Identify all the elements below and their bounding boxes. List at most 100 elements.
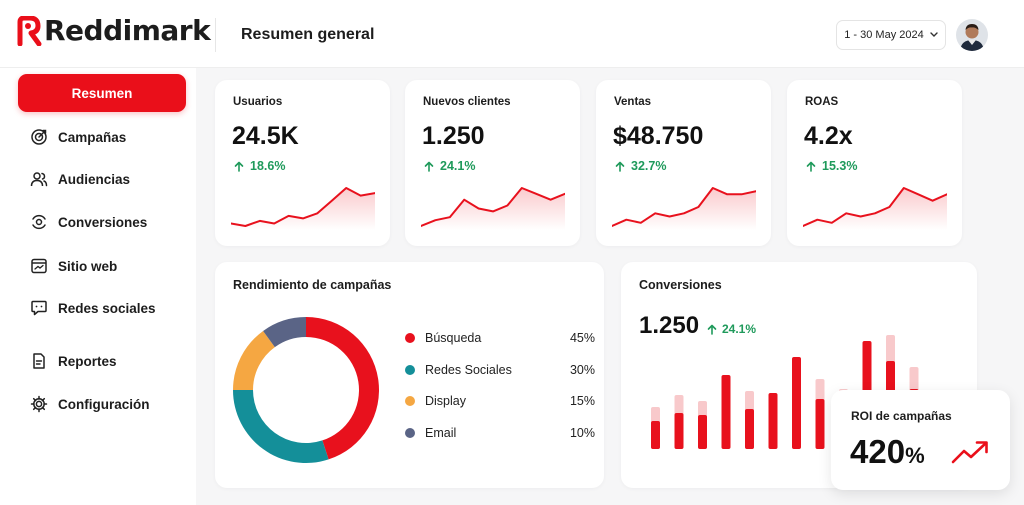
- top-header: Reddimark Resumen general 1 - 30 May 202…: [0, 0, 1024, 68]
- sparkline-area: [231, 188, 375, 230]
- sidebar-item-label: Reportes: [58, 353, 117, 369]
- roi-number: 420: [850, 433, 906, 470]
- kpi-value: 1.250: [422, 122, 485, 150]
- kpi-delta: 32.7%: [615, 159, 666, 173]
- gear-icon: [29, 394, 49, 414]
- legend-dot: [405, 428, 415, 438]
- sidebar-item-redes-sociales[interactable]: Redes sociales: [18, 289, 186, 327]
- sparkline-nuevos-clientes: [421, 187, 565, 230]
- brand-name: Reddimark: [44, 14, 211, 47]
- sidebar-item-label: Configuración: [58, 396, 150, 412]
- sparkline-area: [803, 188, 947, 230]
- conversion-bar[interactable]: [815, 399, 825, 449]
- chat-icon: [29, 298, 49, 318]
- sparkline-area: [421, 188, 565, 230]
- sparkline-roas: [803, 187, 947, 230]
- kpi-delta-value: 24.1%: [440, 159, 476, 173]
- kpi-delta-value: 18.6%: [250, 159, 286, 173]
- conversion-icon: [29, 212, 49, 232]
- legend-item-redes-sociales[interactable]: Redes Sociales 30%: [405, 360, 595, 380]
- legend-value: 45%: [569, 331, 595, 345]
- conversion-bar[interactable]: [698, 415, 707, 449]
- legend-label: Búsqueda: [425, 331, 482, 345]
- donut-slice-redes-sociales[interactable]: [233, 390, 329, 463]
- sidebar-item-reportes[interactable]: Reportes: [18, 342, 186, 380]
- arrow-up-icon: [707, 324, 717, 335]
- kpi-card-usuarios[interactable]: Usuarios 24.5K 18.6%: [215, 80, 390, 246]
- sidebar: Resumen Campañas Audiencias Conversiones…: [0, 68, 196, 505]
- roi-unit: %: [905, 443, 925, 468]
- conversion-bar[interactable]: [721, 375, 731, 449]
- conversion-bar[interactable]: [651, 421, 660, 449]
- roi-label: ROI de campañas: [851, 409, 952, 423]
- trend-up-icon: [951, 441, 988, 464]
- chevron-down-icon: [930, 32, 938, 37]
- arrow-up-icon: [234, 161, 244, 172]
- kpi-card-roas[interactable]: ROAS 4.2x 15.3%: [787, 80, 962, 246]
- target-icon: [29, 127, 49, 147]
- legend-label: Redes Sociales: [425, 363, 512, 377]
- conversions-delta: 24.1%: [707, 322, 756, 336]
- sidebar-item-sitio-web[interactable]: Sitio web: [18, 247, 186, 285]
- brand-logo[interactable]: Reddimark: [16, 14, 211, 47]
- kpi-card-ventas[interactable]: Ventas $48.750 32.7%: [596, 80, 771, 246]
- roi-value: 420%: [850, 433, 925, 471]
- sidebar-item-label: Conversiones: [58, 214, 148, 230]
- campaign-performance-title: Rendimiento de campañas: [233, 278, 392, 292]
- sidebar-item-resumen[interactable]: Resumen: [18, 74, 186, 112]
- logo-mark-icon: [17, 16, 42, 46]
- sparkline-ventas: [612, 187, 756, 230]
- arrow-up-icon: [615, 161, 625, 172]
- roi-card[interactable]: ROI de campañas 420%: [831, 390, 1010, 490]
- sparkline-line: [231, 187, 375, 227]
- legend-dot: [405, 333, 415, 343]
- legend-item-display[interactable]: Display 15%: [405, 391, 595, 411]
- sparkline-line: [612, 187, 756, 227]
- conversion-bar[interactable]: [792, 357, 801, 449]
- conversion-bar[interactable]: [674, 413, 684, 449]
- conversion-bar[interactable]: [768, 393, 778, 449]
- kpi-label: Usuarios: [233, 96, 283, 108]
- sidebar-item-label: Redes sociales: [58, 300, 156, 316]
- legend-dot: [405, 365, 415, 375]
- sidebar-item-label: Campañas: [58, 129, 127, 145]
- users-icon: [29, 169, 49, 189]
- conversion-bar[interactable]: [745, 409, 754, 449]
- legend-item-email[interactable]: Email 10%: [405, 423, 595, 443]
- kpi-value: $48.750: [613, 122, 704, 150]
- sidebar-item-label: Sitio web: [58, 258, 118, 274]
- kpi-delta-value: 15.3%: [822, 159, 858, 173]
- date-range-picker[interactable]: 1 - 30 May 2024: [836, 20, 946, 50]
- kpi-label: Ventas: [614, 96, 652, 108]
- sidebar-item-configuracion[interactable]: Configuración: [18, 385, 186, 423]
- kpi-label: ROAS: [805, 96, 839, 108]
- sidebar-item-campanas[interactable]: Campañas: [18, 118, 186, 156]
- sparkline-line: [803, 187, 947, 227]
- kpi-delta: 24.1%: [424, 159, 475, 173]
- legend-value: 30%: [569, 363, 595, 377]
- donut-slice-búsqueda[interactable]: [306, 317, 379, 460]
- legend-item-busqueda[interactable]: Búsqueda 45%: [405, 328, 595, 348]
- sidebar-item-conversiones[interactable]: Conversiones: [18, 203, 186, 241]
- donut-slice-email[interactable]: [263, 317, 306, 348]
- sidebar-item-label: Audiencias: [58, 171, 131, 187]
- kpi-card-nuevos-clientes[interactable]: Nuevos clientes 1.250 24.1%: [405, 80, 580, 246]
- legend-value: 15%: [569, 394, 595, 408]
- conversions-delta-value: 24.1%: [722, 322, 757, 336]
- kpi-delta: 18.6%: [234, 159, 285, 173]
- avatar-image-icon: [956, 19, 988, 51]
- arrow-up-icon: [806, 161, 816, 172]
- legend-label: Email: [425, 426, 457, 440]
- sparkline-line: [421, 187, 565, 227]
- conversions-value: 1.250: [639, 312, 700, 339]
- campaign-donut-chart[interactable]: [231, 315, 381, 465]
- kpi-delta-value: 32.7%: [631, 159, 667, 173]
- sidebar-item-audiencias[interactable]: Audiencias: [18, 160, 186, 198]
- sparkline-usuarios: [231, 187, 375, 230]
- browser-icon: [29, 256, 49, 276]
- donut-slice-display[interactable]: [233, 330, 275, 390]
- user-avatar[interactable]: [956, 19, 988, 51]
- conversions-title: Conversiones: [639, 278, 722, 292]
- sidebar-item-label: Resumen: [71, 85, 133, 101]
- kpi-value: 4.2x: [804, 122, 853, 150]
